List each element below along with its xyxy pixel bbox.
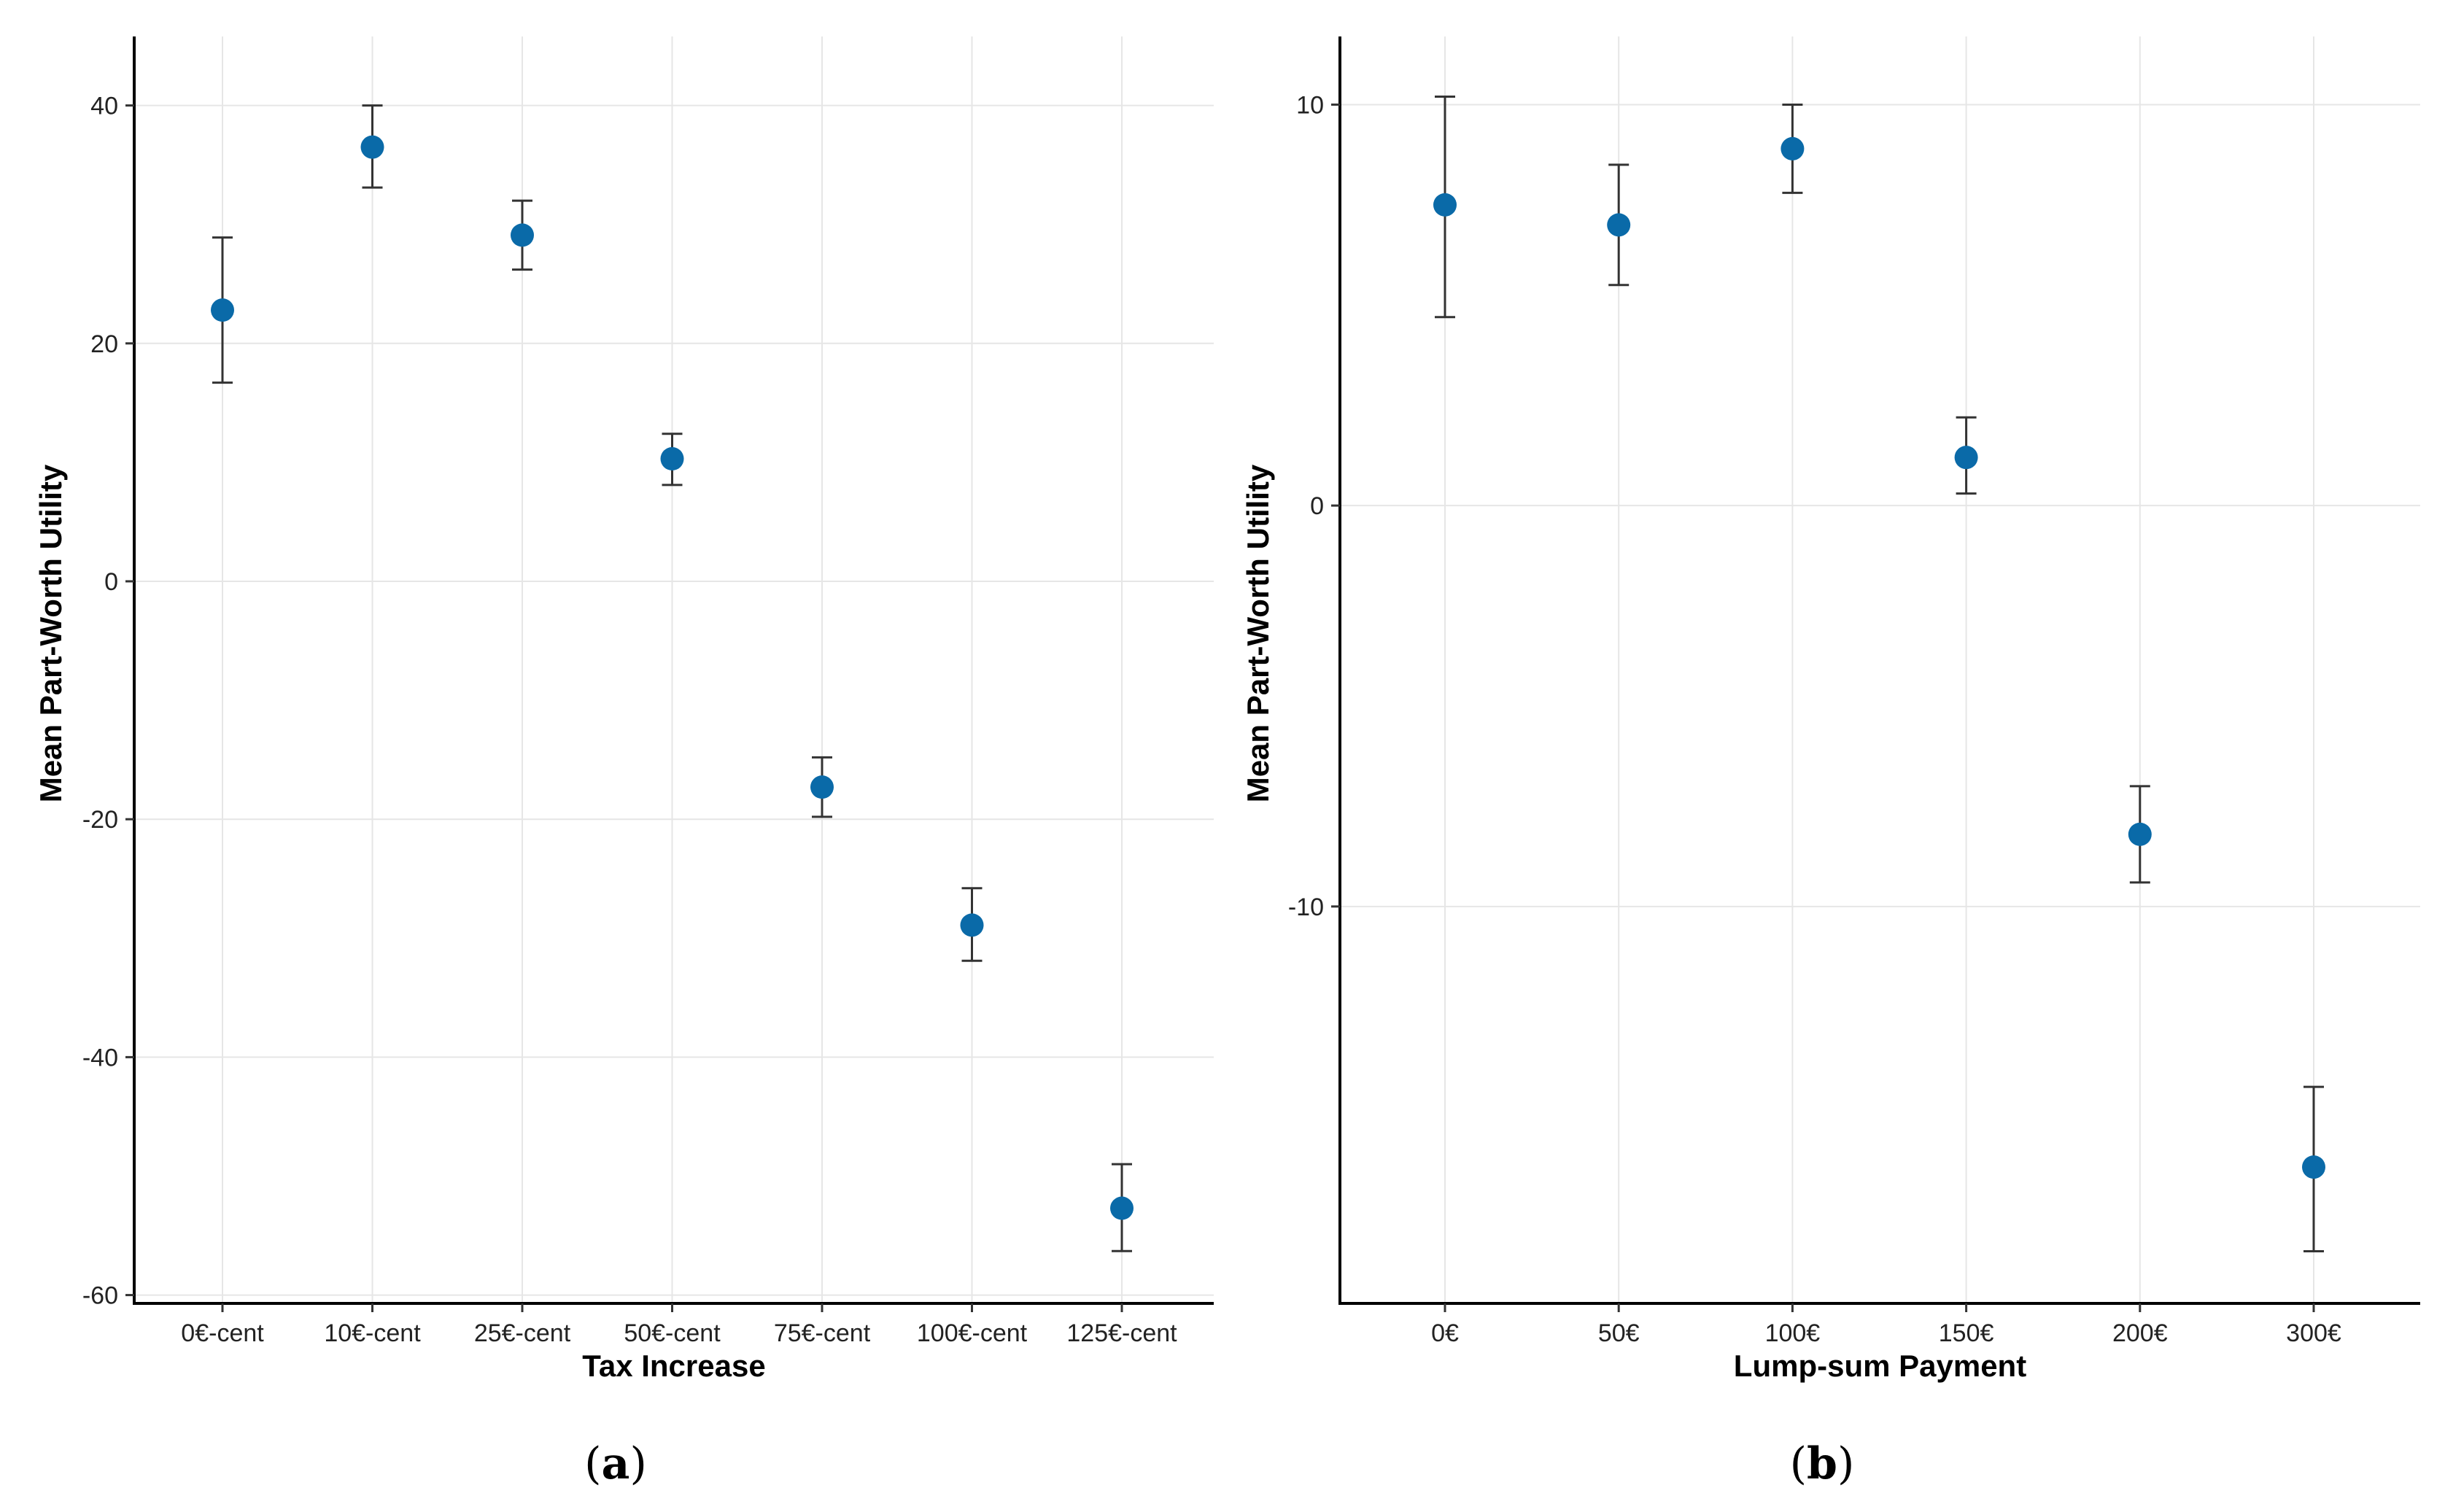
panel-a-x-tick-label: 50€-cent <box>624 1319 721 1347</box>
panel-a-data-point <box>660 447 684 470</box>
panel-b-data-point <box>2128 822 2152 846</box>
panel-a-y-tick-label: -60 <box>82 1282 118 1310</box>
panel-b-x-tick-label: 100€ <box>1765 1319 1821 1347</box>
panel-b-x-tick-label: 50€ <box>1598 1319 1640 1347</box>
panel-a-data-point <box>360 135 384 159</box>
panel-a-y-axis-title: Mean Part-Worth Utility <box>34 464 68 802</box>
panel-b-data-point <box>1607 213 1631 237</box>
panel-b-data-point <box>2302 1155 2325 1179</box>
panel-a-x-axis-title: Tax Increase <box>582 1349 765 1383</box>
panel-a-grid <box>134 36 1214 1303</box>
panel-b-error-bars <box>1435 95 2324 1253</box>
panel-a-y-ticks: 40 20 0 -20 -40 -60 <box>82 93 134 1310</box>
panel-a-y-tick-label: -40 <box>82 1044 118 1071</box>
panel-a-y-tick-label: 20 <box>90 330 118 358</box>
panel-a-x-tick-label: 25€-cent <box>474 1319 571 1347</box>
panel-a-x-tick-label: 0€-cent <box>181 1319 264 1347</box>
panel-b-x-axis-title: Lump-sum Payment <box>1734 1349 2026 1383</box>
panel-a-x-tick-label: 10€-cent <box>324 1319 421 1347</box>
panel-b-y-tick-label: -10 <box>1288 893 1324 921</box>
panel-a-chart: 40 20 0 -20 -40 -60 0€-cent 10€-cent 25€-cent 50… <box>34 36 1214 1489</box>
panel-a-y-tick-label: 40 <box>90 93 118 120</box>
panel-a-y-tick-label: -20 <box>82 806 118 834</box>
panel-a-x-ticks: 0€-cent 10€-cent 25€-cent 50€-cent 75€-cent 1… <box>181 1303 1177 1347</box>
panel-b-caption: (b) <box>1790 1438 1855 1489</box>
panel-a-data-point <box>211 298 234 322</box>
panel-a-caption: (a) <box>584 1438 647 1489</box>
panel-b-x-tick-label: 0€ <box>1431 1319 1459 1347</box>
panel-a-x-tick-label: 125€-cent <box>1066 1319 1177 1347</box>
panel-a-data-point <box>810 775 834 799</box>
panel-b-chart: 10 0 -10 0€ 50€ 100€ 150€ 200€ 300€ Lump-sum Pa… <box>1241 36 2420 1489</box>
panel-b-y-ticks: 10 0 -10 <box>1288 91 1340 921</box>
panel-b-x-tick-label: 200€ <box>2112 1319 2168 1347</box>
panel-a-data-point <box>960 913 984 937</box>
panel-b-x-tick-label: 300€ <box>2286 1319 2341 1347</box>
panel-a-x-tick-label: 75€-cent <box>774 1319 871 1347</box>
panel-a-data-point <box>511 223 534 247</box>
panel-b-data-point <box>1954 446 1978 470</box>
panel-b-y-tick-label: 0 <box>1310 492 1324 520</box>
panel-a-y-tick-label: 0 <box>104 568 118 596</box>
panel-b-data-point <box>1781 136 1805 160</box>
panel-b-x-ticks: 0€ 50€ 100€ 150€ 200€ 300€ <box>1431 1303 2341 1347</box>
panel-b-y-axis-title: Mean Part-Worth Utility <box>1241 464 1275 802</box>
panel-b-data-point <box>1433 193 1457 217</box>
panel-a-caption-letter: a <box>602 1438 630 1489</box>
panel-a-x-tick-label: 100€-cent <box>917 1319 1028 1347</box>
panel-b-grid <box>1340 36 2420 1303</box>
panel-a-points <box>211 135 1134 1220</box>
panel-b-points <box>1433 136 2325 1179</box>
panel-b-y-tick-label: 10 <box>1296 91 1324 119</box>
panel-a-data-point <box>1110 1196 1134 1220</box>
panel-b-x-tick-label: 150€ <box>1939 1319 1994 1347</box>
panel-b-caption-letter: b <box>1807 1438 1837 1489</box>
